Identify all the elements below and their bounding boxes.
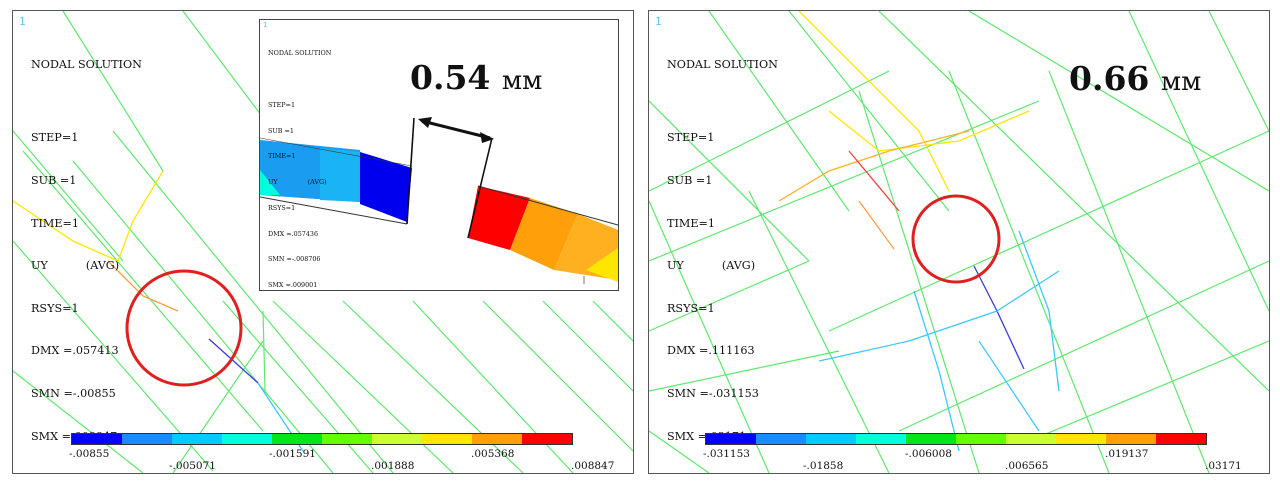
- time: TIME=1: [31, 216, 79, 230]
- legend-swatch: [72, 434, 122, 444]
- inset-contour-plot: [260, 117, 618, 284]
- left-mesh-plot: [13, 11, 633, 473]
- legend-swatch: [472, 434, 522, 444]
- right-corner-label: 1: [655, 15, 662, 28]
- title: NODAL SOLUTION: [667, 58, 778, 72]
- time: TIME=1: [667, 216, 715, 230]
- smn: SMN =-.008706: [268, 255, 321, 264]
- legend-swatch: [172, 434, 222, 444]
- var: UY: [31, 259, 48, 273]
- legend-swatch: [706, 434, 756, 444]
- gap-unit: мм: [1160, 67, 1202, 97]
- avg-label: (AVG): [721, 259, 756, 273]
- legend-swatch: [222, 434, 272, 444]
- sub: SUB =1: [268, 126, 294, 135]
- sub: SUB =1: [31, 174, 77, 187]
- legend-tick: .005368: [471, 448, 515, 460]
- var: UY: [667, 259, 684, 273]
- right-highlight-circle: [911, 194, 1001, 284]
- legend-tick: .03171: [1205, 460, 1242, 472]
- legend-tick: -.031153: [703, 448, 750, 460]
- legend-swatch: [422, 434, 472, 444]
- step: STEP=1: [667, 131, 715, 145]
- smx: SMX =.009001: [268, 281, 318, 290]
- legend-tick: -.005071: [169, 460, 216, 472]
- legend-swatch: [522, 434, 572, 444]
- legend-swatch: [1156, 434, 1206, 444]
- left-solution-info: NODAL SOLUTION STEP=1 SUB =1 TIME=1 UY (A…: [31, 30, 142, 472]
- right-plot-panel: 1 NODAL SOLUTION STEP=1 SUB =1 TIME=1 UY…: [648, 10, 1270, 474]
- right-mesh-plot: [649, 11, 1269, 473]
- legend-tick: .001888: [371, 460, 415, 472]
- right-solution-info: NODAL SOLUTION STEP=1 SUB =1 TIME=1 UY (A…: [667, 30, 778, 472]
- inset-gap-view: 1 NODAL SOLUTION STEP=1 SUB =1 TIME=1 UY…: [259, 19, 619, 291]
- left-corner-label: 1: [19, 15, 26, 28]
- legend-tick: -.00855: [69, 448, 110, 460]
- gap-value: 0.54: [410, 58, 491, 97]
- title: NODAL SOLUTION: [31, 58, 142, 72]
- legend-swatch: [906, 434, 956, 444]
- legend-swatch: [122, 434, 172, 444]
- inset-corner-label: 1: [263, 21, 268, 29]
- legend-swatch: [272, 434, 322, 444]
- left-color-legend: [71, 433, 573, 445]
- rsys: RSYS=1: [667, 301, 715, 315]
- smn: SMN =-.031153: [667, 386, 759, 400]
- dmx: DMX =.057413: [31, 344, 119, 358]
- legend-tick: -.006008: [905, 448, 952, 460]
- smn: SMN =-.00855: [31, 386, 116, 400]
- dmx: DMX =.111163: [667, 344, 755, 358]
- gap-value: 0.66: [1069, 59, 1150, 98]
- legend-tick: -.001591: [269, 448, 316, 460]
- var: UY: [268, 178, 278, 187]
- gap-unit: мм: [501, 66, 543, 96]
- legend-tick: -.01858: [803, 460, 844, 472]
- step: STEP=1: [31, 131, 79, 145]
- step: STEP=1: [268, 100, 296, 109]
- sub: SUB =1: [667, 174, 713, 187]
- legend-swatch: [372, 434, 422, 444]
- legend-swatch: [856, 434, 906, 444]
- legend-swatch: [806, 434, 856, 444]
- legend-swatch: [956, 434, 1006, 444]
- avg-label: (AVG): [307, 178, 327, 187]
- avg-label: (AVG): [85, 259, 120, 273]
- legend-swatch: [322, 434, 372, 444]
- dmx: DMX =.057436: [268, 229, 319, 238]
- right-gap-measurement: 0.66 мм: [1069, 59, 1201, 98]
- inset-gap-measurement: 0.54 мм: [410, 58, 542, 97]
- legend-swatch: [1006, 434, 1056, 444]
- title: NODAL SOLUTION: [268, 49, 332, 58]
- left-plot-panel: 1 NODAL SOLUTION STEP=1 SUB =1 TIME=1 UY…: [12, 10, 634, 474]
- rsys: RSYS=1: [31, 301, 79, 315]
- rsys: RSYS=1: [268, 203, 296, 212]
- inset-solution-info: NODAL SOLUTION STEP=1 SUB =1 TIME=1 UY (A…: [268, 32, 332, 290]
- legend-swatch: [1106, 434, 1156, 444]
- legend-swatch: [756, 434, 806, 444]
- legend-tick: .006565: [1005, 460, 1049, 472]
- legend-tick: .019137: [1105, 448, 1149, 460]
- legend-swatch: [1056, 434, 1106, 444]
- right-color-legend: [705, 433, 1207, 445]
- time: TIME=1: [268, 152, 296, 161]
- left-highlight-circle: [125, 269, 243, 387]
- legend-tick: .008847: [571, 460, 615, 472]
